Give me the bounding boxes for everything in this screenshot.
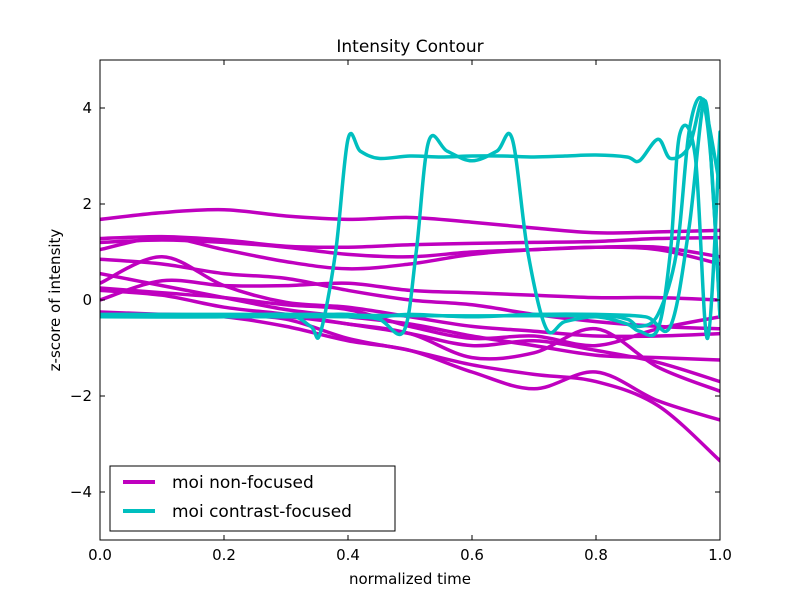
y-tick-label: 2 <box>82 195 92 213</box>
contrast-focused-series-line-16 <box>100 99 720 334</box>
non-focused-series-line-3 <box>100 235 720 271</box>
non-focused-series-line-8 <box>100 286 720 348</box>
x-axis: 0.0 0.2 0.4 0.6 0.8 1.0 <box>88 60 732 564</box>
legend: moi non-focused moi contrast-focused <box>109 465 396 532</box>
chart-title: Intensity Contour <box>336 37 483 57</box>
legend-box <box>109 465 396 532</box>
non-focused-series-line-0 <box>100 207 720 235</box>
x-tick-label: 0.0 <box>88 546 112 564</box>
x-axis-label: normalized time <box>349 570 471 588</box>
y-tick-label: −2 <box>70 387 92 405</box>
x-tick-label: 1.0 <box>708 546 732 564</box>
y-axis-label: z-score of intensity <box>46 229 64 372</box>
contrast-focused-series-line-14 <box>100 123 720 341</box>
x-tick-label: 0.4 <box>336 546 360 564</box>
legend-label-non-focused: moi non-focused <box>172 473 314 493</box>
series-layer <box>100 95 720 463</box>
x-tick-label: 0.6 <box>460 546 484 564</box>
y-tick-label: 4 <box>82 99 92 117</box>
non-focused-series-line-6 <box>100 271 720 362</box>
legend-label-contrast-focused: moi contrast-focused <box>172 502 352 522</box>
y-tick-label: 0 <box>82 291 92 309</box>
non-focused-series-line-7 <box>100 278 720 302</box>
contrast-focused-series-line-13 <box>100 97 720 340</box>
y-axis: −4 −2 0 2 4 <box>70 99 720 501</box>
y-tick-label: −4 <box>70 483 92 501</box>
x-tick-label: 0.2 <box>212 546 236 564</box>
non-focused-series-line-1 <box>100 234 720 250</box>
x-tick-label: 0.8 <box>584 546 608 564</box>
